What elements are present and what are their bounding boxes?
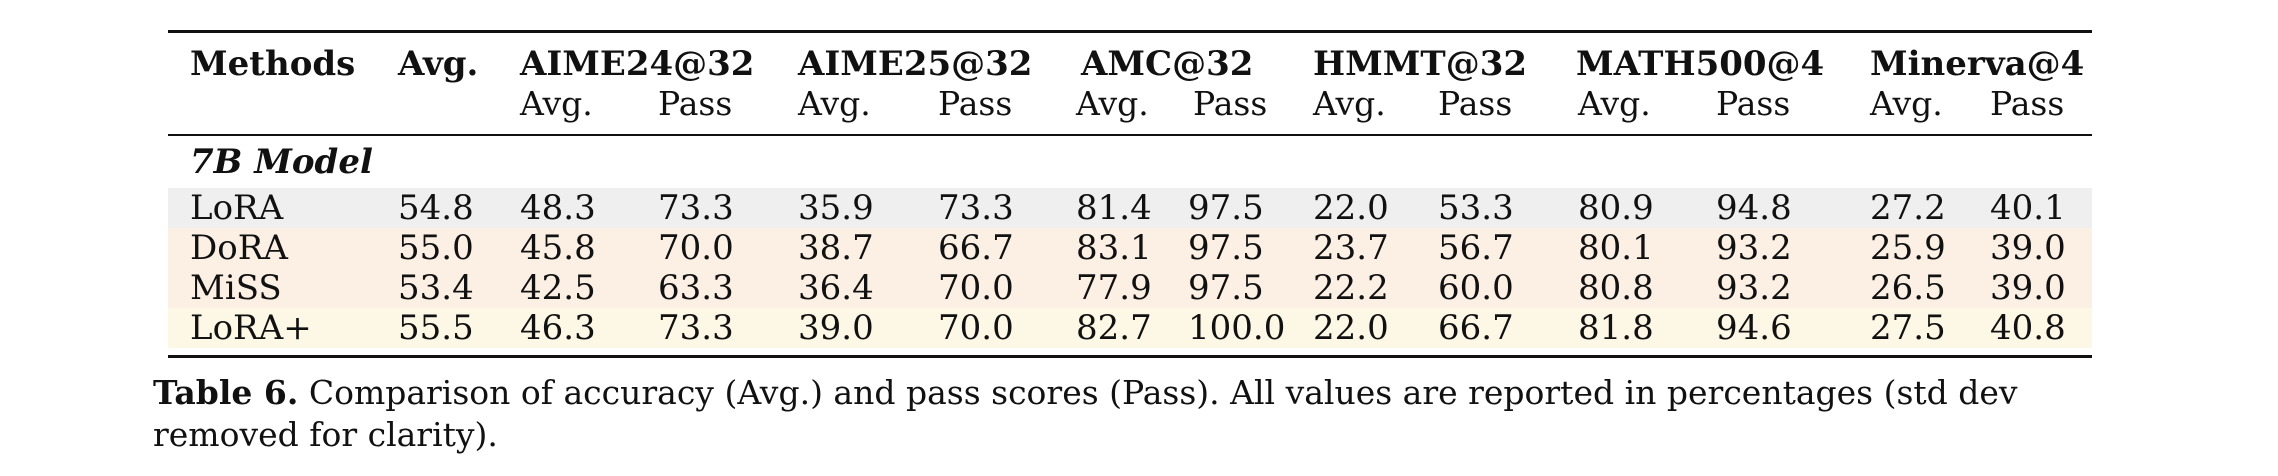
subheader-avg: Avg. — [1578, 84, 1651, 123]
table-cell: 94.8 — [1716, 188, 1792, 228]
table-cell: 38.7 — [798, 228, 874, 268]
table-row — [168, 188, 2092, 228]
header-group-aime25: AIME25@32 — [798, 44, 1033, 84]
subheader-avg: Avg. — [520, 84, 593, 123]
table-cell: 42.5 — [520, 268, 596, 308]
table-cell: 94.6 — [1716, 308, 1792, 348]
header-methods: Methods — [190, 44, 356, 84]
subheader-pass: Pass — [1716, 84, 1791, 123]
table-cell: 97.5 — [1188, 228, 1264, 268]
section-label: 7B Model — [190, 142, 373, 182]
header-avg: Avg. — [398, 44, 479, 84]
table-cell: 54.8 — [398, 188, 474, 228]
table-cell: 60.0 — [1438, 268, 1514, 308]
subheader-avg: Avg. — [798, 84, 871, 123]
table-cell: 40.1 — [1990, 188, 2066, 228]
table-cell: 46.3 — [520, 308, 596, 348]
table-cell: 70.0 — [938, 308, 1014, 348]
table-cell: 80.9 — [1578, 188, 1654, 228]
subheader-pass: Pass — [938, 84, 1013, 123]
table-cell: 81.4 — [1076, 188, 1152, 228]
table-cell: 40.8 — [1990, 308, 2066, 348]
table-cell: 55.5 — [398, 308, 474, 348]
table-cell: 97.5 — [1188, 268, 1264, 308]
subheader-avg: Avg. — [1870, 84, 1943, 123]
table-caption: Table 6. Comparison of accuracy (Avg.) a… — [153, 372, 2113, 456]
method-name: LoRA — [190, 188, 284, 228]
table-cell: 73.3 — [658, 308, 734, 348]
subheader-avg: Avg. — [1076, 84, 1149, 123]
table-cell: 66.7 — [938, 228, 1014, 268]
subheader-pass: Pass — [1438, 84, 1513, 123]
table-cell: 77.9 — [1076, 268, 1152, 308]
header-rule — [168, 134, 2092, 136]
table-cell: 39.0 — [1990, 228, 2066, 268]
method-name: LoRA+ — [190, 308, 312, 348]
table-cell: 80.1 — [1578, 228, 1654, 268]
table-cell: 53.3 — [1438, 188, 1514, 228]
table-cell: 83.1 — [1076, 228, 1152, 268]
header-group-minerva: Minerva@4 — [1870, 44, 2085, 84]
table-cell: 70.0 — [658, 228, 734, 268]
table-cell: 63.3 — [658, 268, 734, 308]
table-cell: 93.2 — [1716, 268, 1792, 308]
table-cell: 23.7 — [1313, 228, 1389, 268]
table-cell: 27.2 — [1870, 188, 1946, 228]
table-row — [168, 228, 2092, 268]
table-cell: 45.8 — [520, 228, 596, 268]
subheader-avg: Avg. — [1313, 84, 1386, 123]
table-cell: 48.3 — [520, 188, 596, 228]
table-row — [168, 268, 2092, 308]
table-cell: 39.0 — [1990, 268, 2066, 308]
table-cell: 97.5 — [1188, 188, 1264, 228]
table-cell: 80.8 — [1578, 268, 1654, 308]
table-cell: 81.8 — [1578, 308, 1654, 348]
table-cell: 22.0 — [1313, 188, 1389, 228]
table-cell: 53.4 — [398, 268, 474, 308]
header-group-amc: AMC@32 — [1081, 44, 1254, 84]
subheader-pass: Pass — [1990, 84, 2065, 123]
caption-text: Comparison of accuracy (Avg.) and pass s… — [153, 373, 2018, 454]
header-group-math500: MATH500@4 — [1576, 44, 1825, 84]
caption-label: Table 6. — [153, 373, 299, 412]
table-cell: 25.9 — [1870, 228, 1946, 268]
table-cell: 27.5 — [1870, 308, 1946, 348]
subheader-pass: Pass — [1193, 84, 1268, 123]
bottom-rule — [168, 355, 2092, 358]
top-rule — [168, 30, 2092, 33]
table-cell: 100.0 — [1188, 308, 1286, 348]
table-cell: 73.3 — [658, 188, 734, 228]
method-name: MiSS — [190, 268, 282, 308]
table-cell: 66.7 — [1438, 308, 1514, 348]
table-cell: 93.2 — [1716, 228, 1792, 268]
table-row — [168, 308, 2092, 348]
table-cell: 73.3 — [938, 188, 1014, 228]
table-cell: 35.9 — [798, 188, 874, 228]
header-group-hmmt: HMMT@32 — [1313, 44, 1528, 84]
table-cell: 26.5 — [1870, 268, 1946, 308]
table-cell: 82.7 — [1076, 308, 1152, 348]
table-cell: 36.4 — [798, 268, 874, 308]
table-cell: 22.2 — [1313, 268, 1389, 308]
table-cell: 56.7 — [1438, 228, 1514, 268]
table-cell: 55.0 — [398, 228, 474, 268]
method-name: DoRA — [190, 228, 288, 268]
table-cell: 22.0 — [1313, 308, 1389, 348]
table-cell: 39.0 — [798, 308, 874, 348]
subheader-pass: Pass — [658, 84, 733, 123]
table-cell: 70.0 — [938, 268, 1014, 308]
header-group-aime24: AIME24@32 — [520, 44, 755, 84]
